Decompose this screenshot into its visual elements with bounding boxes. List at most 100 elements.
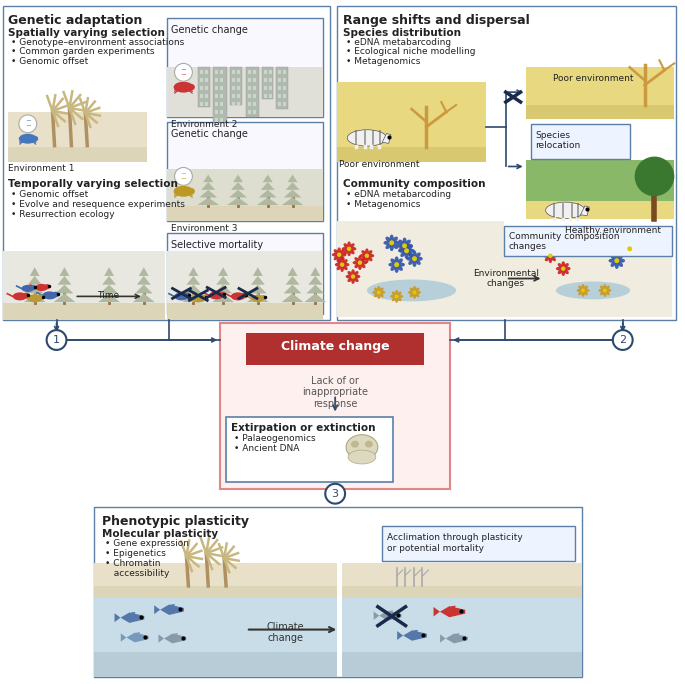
Bar (166, 233, 323, 314)
Polygon shape (104, 267, 114, 276)
Ellipse shape (606, 289, 611, 292)
Circle shape (47, 330, 66, 350)
Polygon shape (171, 604, 175, 608)
Ellipse shape (332, 253, 338, 256)
Bar (232, 94, 235, 98)
Text: • Epigenetics: • Epigenetics (105, 549, 166, 558)
Ellipse shape (415, 287, 419, 292)
Ellipse shape (405, 252, 408, 259)
Bar (8, 112, 147, 161)
Bar (220, 94, 223, 98)
Ellipse shape (353, 261, 358, 265)
Circle shape (364, 254, 369, 258)
Bar (283, 86, 286, 90)
Polygon shape (197, 198, 219, 205)
Text: Spatially varying selection: Spatially varying selection (8, 27, 165, 38)
Polygon shape (60, 267, 69, 276)
Bar (220, 86, 223, 90)
Ellipse shape (31, 285, 36, 290)
Ellipse shape (564, 263, 569, 268)
Bar (246, 333, 425, 365)
Ellipse shape (406, 244, 413, 248)
Text: 2: 2 (619, 335, 626, 345)
Bar (253, 110, 256, 114)
Bar (232, 70, 235, 75)
Text: • Common garden experiments: • Common garden experiments (11, 47, 154, 57)
Text: Species distribution: Species distribution (343, 27, 461, 38)
Ellipse shape (209, 291, 223, 300)
Ellipse shape (260, 295, 266, 300)
Polygon shape (188, 267, 199, 276)
Ellipse shape (173, 81, 193, 92)
Bar (283, 102, 286, 106)
Bar (237, 86, 240, 90)
Ellipse shape (623, 243, 629, 248)
Polygon shape (251, 276, 265, 285)
Bar (277, 102, 281, 106)
Bar (277, 94, 281, 98)
Bar (283, 70, 286, 75)
Polygon shape (282, 198, 303, 205)
Bar (277, 70, 281, 75)
Ellipse shape (400, 252, 406, 257)
Circle shape (19, 115, 37, 133)
Circle shape (402, 244, 407, 248)
Text: • Chromatin: • Chromatin (105, 559, 160, 568)
Bar (253, 102, 256, 106)
Ellipse shape (397, 259, 403, 264)
Bar (215, 94, 218, 98)
Bar (8, 146, 147, 161)
Circle shape (412, 256, 417, 261)
Polygon shape (308, 276, 322, 285)
Ellipse shape (577, 289, 582, 292)
Text: Temporally varying selection: Temporally varying selection (8, 179, 178, 189)
Ellipse shape (334, 249, 338, 254)
Ellipse shape (415, 252, 421, 258)
Text: Climate change: Climate change (281, 340, 390, 353)
Text: • Resurrection ecology: • Resurrection ecology (11, 210, 114, 219)
Ellipse shape (335, 263, 340, 267)
Ellipse shape (241, 293, 247, 298)
Bar (232, 86, 235, 90)
Polygon shape (29, 267, 40, 276)
Ellipse shape (410, 287, 414, 292)
Polygon shape (126, 633, 149, 642)
Ellipse shape (347, 271, 352, 276)
Ellipse shape (390, 244, 394, 251)
Ellipse shape (603, 284, 606, 289)
Ellipse shape (340, 253, 347, 256)
Ellipse shape (617, 261, 623, 267)
Ellipse shape (219, 291, 225, 298)
Ellipse shape (413, 286, 416, 291)
Ellipse shape (346, 275, 351, 278)
Polygon shape (24, 293, 46, 302)
Ellipse shape (599, 289, 603, 292)
Ellipse shape (351, 247, 356, 250)
Bar (262, 67, 273, 99)
Polygon shape (440, 634, 446, 643)
Polygon shape (186, 276, 200, 285)
Polygon shape (174, 633, 178, 637)
Ellipse shape (354, 263, 360, 268)
Bar (220, 102, 223, 106)
Text: Poor environment: Poor environment (553, 75, 634, 83)
Ellipse shape (415, 293, 419, 298)
Ellipse shape (360, 263, 366, 268)
Ellipse shape (606, 291, 610, 295)
Ellipse shape (600, 286, 604, 290)
Ellipse shape (395, 290, 398, 295)
Bar (226, 417, 393, 482)
Polygon shape (136, 632, 140, 636)
Polygon shape (379, 611, 401, 620)
Circle shape (337, 252, 341, 257)
Ellipse shape (343, 244, 349, 248)
Ellipse shape (408, 252, 414, 258)
Ellipse shape (395, 256, 399, 263)
Bar (215, 110, 218, 114)
Ellipse shape (610, 254, 616, 260)
Bar (206, 102, 208, 106)
Text: Genetic adaptation: Genetic adaptation (8, 14, 142, 27)
Bar (530, 124, 630, 159)
Polygon shape (414, 630, 418, 634)
Bar (503, 236, 672, 317)
